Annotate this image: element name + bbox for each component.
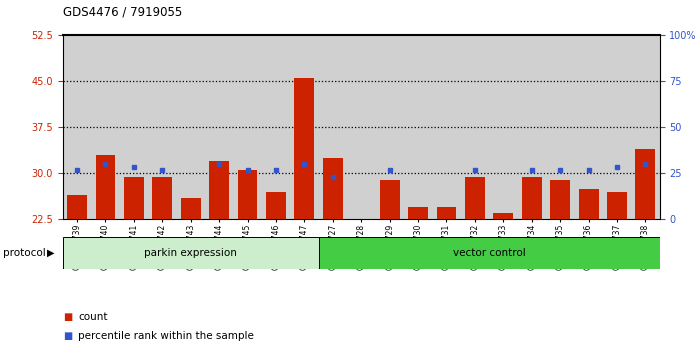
Text: GDS4476 / 7919055: GDS4476 / 7919055 bbox=[63, 5, 182, 18]
Bar bbox=[266, 192, 286, 354]
Bar bbox=[119, 35, 148, 219]
Bar bbox=[546, 35, 574, 219]
Bar bbox=[323, 158, 343, 354]
Bar bbox=[233, 35, 262, 219]
Bar bbox=[436, 207, 456, 354]
Bar bbox=[607, 192, 627, 354]
Bar bbox=[408, 207, 428, 354]
Bar bbox=[603, 35, 631, 219]
Bar bbox=[635, 149, 655, 354]
Bar bbox=[177, 35, 205, 219]
Bar bbox=[489, 35, 517, 219]
Bar bbox=[67, 195, 87, 354]
Bar bbox=[380, 179, 399, 354]
Text: count: count bbox=[78, 312, 107, 322]
Bar bbox=[432, 35, 461, 219]
Bar bbox=[517, 35, 546, 219]
Text: vector control: vector control bbox=[453, 248, 526, 258]
Bar bbox=[152, 177, 172, 354]
Bar bbox=[63, 35, 91, 219]
Text: protocol: protocol bbox=[3, 248, 46, 258]
Bar bbox=[404, 35, 432, 219]
Bar bbox=[465, 177, 485, 354]
Bar bbox=[493, 213, 513, 354]
Bar bbox=[96, 155, 115, 354]
Bar bbox=[631, 35, 660, 219]
Bar bbox=[295, 78, 314, 354]
Text: parkin expression: parkin expression bbox=[144, 248, 237, 258]
Bar bbox=[579, 189, 598, 354]
Bar bbox=[347, 35, 376, 219]
Bar bbox=[148, 35, 177, 219]
Bar bbox=[351, 219, 371, 354]
Bar bbox=[290, 35, 318, 219]
Bar bbox=[318, 237, 660, 269]
Bar bbox=[237, 170, 258, 354]
Text: ■: ■ bbox=[63, 312, 72, 322]
Text: percentile rank within the sample: percentile rank within the sample bbox=[78, 331, 254, 341]
Bar bbox=[574, 35, 603, 219]
Bar bbox=[209, 161, 229, 354]
Bar bbox=[550, 179, 570, 354]
Bar bbox=[461, 35, 489, 219]
Text: ▶: ▶ bbox=[47, 248, 55, 258]
Text: ■: ■ bbox=[63, 331, 72, 341]
Bar bbox=[124, 177, 144, 354]
Bar bbox=[205, 35, 233, 219]
Bar bbox=[91, 35, 119, 219]
Bar bbox=[63, 237, 318, 269]
Bar bbox=[181, 198, 200, 354]
Bar bbox=[376, 35, 404, 219]
Bar bbox=[318, 35, 347, 219]
Bar bbox=[522, 177, 542, 354]
Bar bbox=[262, 35, 290, 219]
